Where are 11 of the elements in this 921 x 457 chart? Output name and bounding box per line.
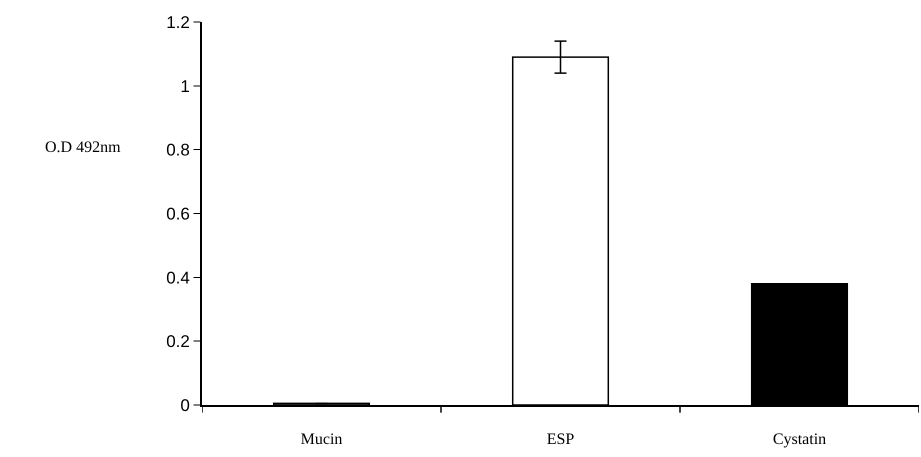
y-tick-label: 1 xyxy=(180,76,190,96)
x-tick-label: Mucin xyxy=(300,430,342,448)
x-tick-label: ESP xyxy=(546,430,574,448)
y-tick-label: 0.2 xyxy=(166,332,190,352)
y-tick-label: 1.2 xyxy=(166,12,190,32)
y-tick-label: 0.6 xyxy=(166,204,190,224)
x-tick-label: Cystatin xyxy=(772,430,826,448)
y-tick-label: 0 xyxy=(180,396,190,415)
y-tick-label: 0.8 xyxy=(166,140,190,160)
y-axis-title: O.D 492nm xyxy=(45,139,122,156)
y-tick-label: 0.4 xyxy=(166,268,190,288)
